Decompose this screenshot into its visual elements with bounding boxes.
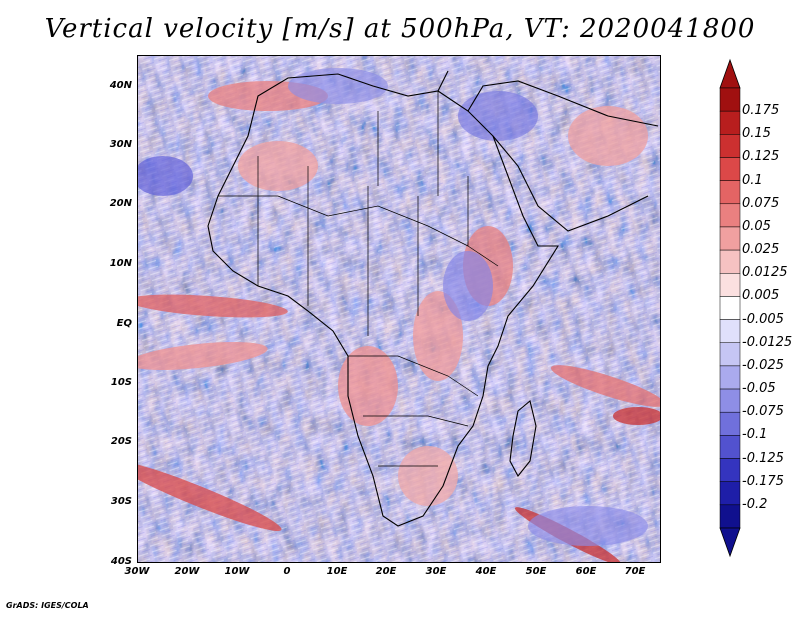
colorbar-tick-label: -0.025 [742,357,784,373]
lat-label-40S: 40S [110,556,132,567]
lon-label-0: 0 [283,566,291,577]
colorbar-tick-label: 0.025 [742,242,780,258]
colorbar-tick-label: 0.125 [742,149,780,165]
colorbar-tick-label: -0.05 [742,381,776,397]
colorbar-tick-label: -0.005 [742,311,784,327]
colorbar-segment [719,365,741,390]
lon-label-30E: 30E [425,566,447,577]
lon-label-20E: 20E [375,566,397,577]
colorbar-segment [719,203,741,228]
colorbar-tick-label: 0.05 [742,218,771,234]
colorbar-segment [719,342,741,367]
colorbar-segment [719,273,741,297]
colorbar-tick-label: 0.075 [742,195,780,211]
colorbar-bottom-arrow [719,527,741,558]
colorbar-segment [719,87,741,112]
colorbar-tick-label: 0.175 [742,103,780,119]
colorbar-tick-label: -0.0125 [742,334,793,350]
colorbar-segment [719,296,741,320]
colorbar-segment [719,180,741,205]
colorbar-segment [719,249,741,274]
colorbar-segment [719,110,741,135]
colorbar-top-arrow [719,58,741,89]
colorbar-segment [719,435,741,459]
colorbar-tick-label: 0.1 [742,172,763,188]
lon-label-70E: 70E [624,566,646,577]
credit-text: GrADS: IGES/COLA [6,601,89,610]
colorbar-segment [719,504,741,529]
lat-label-20N: 20N [109,198,132,209]
colorbar-segment [719,226,741,251]
vertical-velocity-field [138,56,660,562]
lat-label-10S: 10S [110,377,132,388]
colorbar-tick-label: -0.2 [742,496,768,512]
colorbar-tick-label: -0.175 [742,473,784,489]
colorbar-tick-label: -0.075 [742,404,784,420]
descent-bands [138,68,648,546]
lon-label-40E: 40E [475,566,497,577]
lon-label-30W: 30W [124,566,150,577]
coastlines [207,70,659,527]
chart-title: Vertical velocity [m/s] at 500hPa, VT: 2… [44,14,756,44]
colorbar-segment [719,458,741,482]
colorbar-segment [719,157,741,181]
country-borders [218,91,499,467]
colorbar [719,58,741,558]
lat-label-20S: 20S [110,436,132,447]
colorbar-tick-label: -0.1 [742,427,768,443]
lat-label-10N: 10N [109,258,132,269]
colorbar-segment [719,411,741,436]
colorbar-segment [719,134,741,158]
colorbar-segment [719,388,741,413]
lon-label-50E: 50E [525,566,547,577]
colorbar-segment [719,481,741,506]
colorbar-tick-label: 0.0125 [742,265,788,281]
colorbar-segment [719,319,741,343]
lon-label-10W: 10W [224,566,250,577]
map-panel [137,55,661,563]
lat-label-30S: 30S [110,496,132,507]
lat-label-40N: 40N [109,80,132,91]
lon-label-20W: 20W [174,566,200,577]
colorbar-tick-label: 0.15 [742,126,771,142]
colorbar-tick-label: 0.005 [742,288,780,304]
colorbar-tick-label: -0.125 [742,450,784,466]
lat-label-30N: 30N [109,139,132,150]
lon-label-60E: 60E [575,566,597,577]
lon-label-10E: 10E [326,566,348,577]
lat-label-EQ: EQ [116,318,132,329]
